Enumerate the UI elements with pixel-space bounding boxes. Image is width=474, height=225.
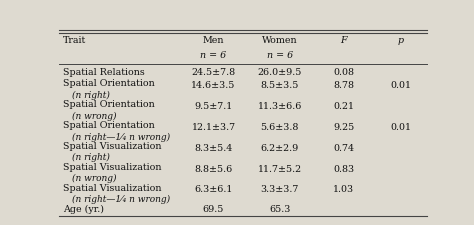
Text: n = 6: n = 6 xyxy=(201,51,227,60)
Text: 0.01: 0.01 xyxy=(391,81,411,90)
Text: 8.8±5.6: 8.8±5.6 xyxy=(194,164,233,173)
Text: 24.5±7.8: 24.5±7.8 xyxy=(191,68,236,77)
Text: Spatial Orientation: Spatial Orientation xyxy=(63,79,155,88)
Text: (n right): (n right) xyxy=(72,153,110,162)
Text: Age (yr.): Age (yr.) xyxy=(63,204,104,213)
Text: 8.5±3.5: 8.5±3.5 xyxy=(261,81,299,90)
Text: 9.25: 9.25 xyxy=(333,122,355,131)
Text: (n wrong): (n wrong) xyxy=(72,111,117,120)
Text: Spatial Visualization: Spatial Visualization xyxy=(63,183,162,192)
Text: 0.21: 0.21 xyxy=(333,101,355,110)
Text: 12.1±3.7: 12.1±3.7 xyxy=(191,122,236,131)
Text: 0.74: 0.74 xyxy=(333,143,355,152)
Text: 69.5: 69.5 xyxy=(203,204,224,213)
Text: 5.6±3.8: 5.6±3.8 xyxy=(261,122,299,131)
Text: (n right—1⁄₄ n wrong): (n right—1⁄₄ n wrong) xyxy=(72,132,170,141)
Text: 8.78: 8.78 xyxy=(333,81,355,90)
Text: 6.3±6.1: 6.3±6.1 xyxy=(194,185,233,194)
Text: 1.03: 1.03 xyxy=(333,185,355,194)
Text: Trait: Trait xyxy=(63,36,86,45)
Text: Spatial Relations: Spatial Relations xyxy=(63,68,145,77)
Text: 0.83: 0.83 xyxy=(333,164,355,173)
Text: 9.5±7.1: 9.5±7.1 xyxy=(194,101,233,110)
Text: Spatial Orientation: Spatial Orientation xyxy=(63,121,155,130)
Text: 8.3±5.4: 8.3±5.4 xyxy=(194,143,233,152)
Text: 11.3±6.6: 11.3±6.6 xyxy=(257,101,302,110)
Text: F: F xyxy=(341,36,347,45)
Text: (n right—1⁄₄ n wrong): (n right—1⁄₄ n wrong) xyxy=(72,194,170,203)
Text: Men: Men xyxy=(203,36,224,45)
Text: 3.3±3.7: 3.3±3.7 xyxy=(261,185,299,194)
Text: 14.6±3.5: 14.6±3.5 xyxy=(191,81,236,90)
Text: n = 6: n = 6 xyxy=(266,51,293,60)
Text: Spatial Visualization: Spatial Visualization xyxy=(63,141,162,150)
Text: Spatial Orientation: Spatial Orientation xyxy=(63,100,155,109)
Text: 11.7±5.2: 11.7±5.2 xyxy=(257,164,302,173)
Text: 6.2±2.9: 6.2±2.9 xyxy=(261,143,299,152)
Text: (n wrong): (n wrong) xyxy=(72,173,117,182)
Text: Women: Women xyxy=(262,36,298,45)
Text: 0.01: 0.01 xyxy=(391,122,411,131)
Text: 0.08: 0.08 xyxy=(333,68,355,77)
Text: Spatial Visualization: Spatial Visualization xyxy=(63,162,162,171)
Text: p: p xyxy=(398,36,404,45)
Text: 65.3: 65.3 xyxy=(269,204,291,213)
Text: 26.0±9.5: 26.0±9.5 xyxy=(257,68,302,77)
Text: (n right): (n right) xyxy=(72,90,110,99)
